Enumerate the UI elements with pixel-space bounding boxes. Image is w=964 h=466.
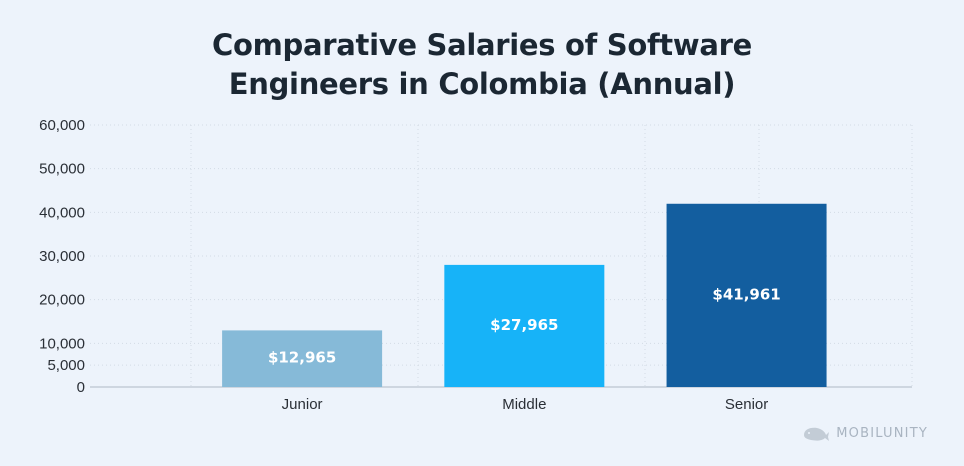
data-label: $12,965 <box>268 349 336 367</box>
y-tick-label: 40,000 <box>39 204 85 221</box>
x-tick-label: Middle <box>502 396 546 413</box>
chart-title-line-1: Comparative Salaries of Software <box>212 28 752 62</box>
y-tick-label: 60,000 <box>39 117 85 134</box>
y-tick-label: 0 <box>77 379 85 396</box>
bar <box>666 203 827 387</box>
y-tick-label: 5,000 <box>47 357 85 374</box>
data-label: $27,965 <box>490 316 558 334</box>
y-tick-label: 20,000 <box>39 292 85 309</box>
watermark-text: MOBILUNITY <box>836 425 928 441</box>
y-tick-label: 50,000 <box>39 161 85 178</box>
x-tick-label: Junior <box>282 396 323 413</box>
x-tick-label: Senior <box>725 396 768 413</box>
chart-title: Comparative Salaries of Software Enginee… <box>0 26 964 104</box>
chart-title-line-2: Engineers in Colombia (Annual) <box>228 67 736 101</box>
data-label: $41,961 <box>712 285 780 303</box>
watermark: MOBILUNITY <box>802 424 928 442</box>
y-tick-label: 30,000 <box>39 248 85 265</box>
bar <box>444 264 605 387</box>
y-tick-label: 10,000 <box>39 335 85 352</box>
whale-icon <box>804 427 830 441</box>
bar <box>222 330 383 387</box>
